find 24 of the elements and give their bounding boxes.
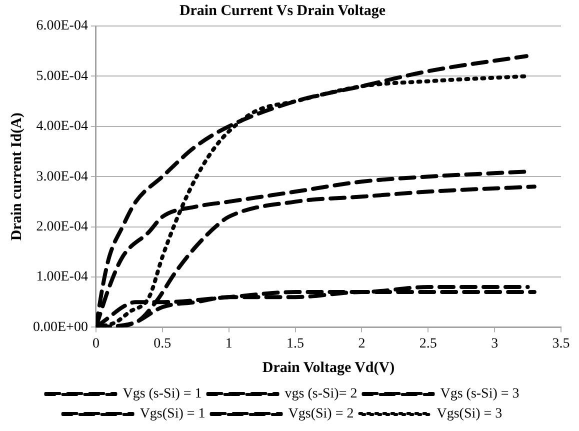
x-tick-label: 3 (491, 336, 498, 352)
legend-label: Vgs(Si) = 1 (140, 406, 206, 422)
x-tick-label: 0 (92, 336, 100, 352)
y-tick-label: 4.00E-04 (36, 119, 88, 134)
x-tick-label: 1 (225, 336, 232, 352)
x-tick-label: 2 (358, 336, 366, 352)
legend-label: Vgs (s-Si) = 1 (122, 386, 202, 402)
legend-label: Vgs (s-Si) = 3 (440, 386, 520, 402)
y-tick-label: 6.00E-04 (36, 18, 88, 34)
legend-label: Vgs(Si) = 3 (436, 406, 502, 422)
y-tick-label: 2.00E-04 (36, 219, 88, 234)
x-tick-label: 3.5 (552, 336, 570, 352)
legend-label: Vgs(Si) = 2 (288, 406, 354, 422)
x-axis-title: Drain Voltage Vd(V) (262, 360, 395, 376)
y-tick-label: 0.00E+00 (32, 320, 88, 335)
x-tick-label: 0.5 (154, 336, 172, 352)
legend-label: vgs (s-Si)= 2 (284, 386, 358, 402)
y-tick-label: 5.00E-04 (36, 68, 88, 84)
x-tick-label: 1.5 (286, 336, 304, 352)
y-tick-label: 3.00E-04 (36, 169, 88, 184)
y-axis-title: Drain current Id(A) (8, 112, 25, 241)
y-tick-label: 1.00E-04 (36, 270, 88, 285)
chart-title: Drain Current Vs Drain Voltage (179, 2, 386, 19)
x-tick-label: 2.5 (419, 336, 437, 352)
